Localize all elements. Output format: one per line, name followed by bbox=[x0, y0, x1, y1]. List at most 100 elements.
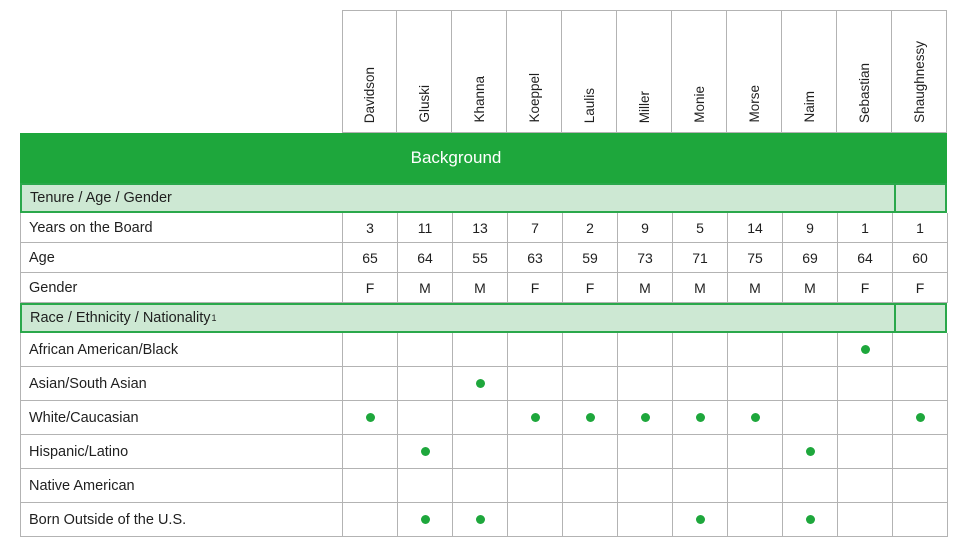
section-label: Tenure / Age / Gender bbox=[30, 190, 172, 206]
director-name: Monie bbox=[691, 86, 707, 123]
matrix-cell bbox=[453, 367, 508, 401]
value-cell: 1 bbox=[838, 213, 893, 243]
matrix-cell bbox=[398, 503, 453, 537]
matrix-cell bbox=[783, 503, 838, 537]
matrix-cell bbox=[728, 503, 783, 537]
column-header-monie: Monie bbox=[672, 10, 727, 133]
value-cell: 1 bbox=[893, 213, 948, 243]
matrix-cell bbox=[673, 435, 728, 469]
green-dot-icon bbox=[805, 447, 815, 456]
section-header-tenure-age-gender: Tenure / Age / Gender bbox=[20, 183, 947, 213]
value-cell: M bbox=[618, 273, 673, 303]
column-header-sebastian: Sebastian bbox=[837, 10, 892, 133]
matrix-cell bbox=[563, 401, 618, 435]
matrix-cell bbox=[343, 401, 398, 435]
value-cell: F bbox=[563, 273, 618, 303]
matrix-cell bbox=[398, 367, 453, 401]
matrix-cell bbox=[728, 367, 783, 401]
matrix-cell bbox=[618, 367, 673, 401]
matrix-cell bbox=[618, 503, 673, 537]
value-cell: 3 bbox=[343, 213, 398, 243]
value-cell: 69 bbox=[783, 243, 838, 273]
matrix-cell bbox=[673, 469, 728, 503]
matrix-cell bbox=[563, 503, 618, 537]
table-row-asian-south-asian: Asian/South Asian bbox=[20, 367, 948, 401]
value-cell: M bbox=[783, 273, 838, 303]
director-name: Sebastian bbox=[856, 62, 872, 123]
value-cell: M bbox=[453, 273, 508, 303]
matrix-cell bbox=[453, 333, 508, 367]
value-cell: F bbox=[508, 273, 563, 303]
matrix-cell bbox=[398, 435, 453, 469]
matrix-cell bbox=[398, 469, 453, 503]
green-dot-icon bbox=[805, 515, 815, 524]
matrix-cell bbox=[673, 367, 728, 401]
matrix-cell bbox=[783, 367, 838, 401]
matrix-cell bbox=[563, 435, 618, 469]
matrix-cell bbox=[838, 367, 893, 401]
matrix-cell bbox=[563, 367, 618, 401]
table-row-hispanic-latino: Hispanic/Latino bbox=[20, 435, 948, 469]
matrix-cell bbox=[618, 469, 673, 503]
column-header-gluski: Gluski bbox=[397, 10, 452, 133]
value-cell: 59 bbox=[563, 243, 618, 273]
value-cell: 2 bbox=[563, 213, 618, 243]
matrix-cell bbox=[398, 333, 453, 367]
matrix-cell bbox=[563, 333, 618, 367]
column-header-shaughnessy: Shaughnessy bbox=[892, 10, 947, 133]
value-cell: M bbox=[673, 273, 728, 303]
background-banner-row: Background bbox=[20, 133, 947, 183]
matrix-cell bbox=[508, 503, 563, 537]
green-dot-icon bbox=[420, 447, 430, 456]
table-row-gender: Gender F M M F F M M M M F F bbox=[20, 273, 948, 303]
director-header-row: Davidson Gluski Khanna Koeppel Laulis Mi… bbox=[20, 10, 947, 133]
matrix-cell bbox=[893, 469, 948, 503]
director-name: Naim bbox=[801, 91, 817, 123]
section-label-text: Race / Ethnicity / Nationality bbox=[30, 310, 211, 326]
matrix-cell bbox=[343, 469, 398, 503]
value-cell: 73 bbox=[618, 243, 673, 273]
row-label: White/Caucasian bbox=[21, 401, 343, 435]
matrix-cell bbox=[453, 435, 508, 469]
matrix-cell bbox=[508, 435, 563, 469]
value-cell: 64 bbox=[398, 243, 453, 273]
green-dot-icon bbox=[640, 413, 650, 422]
value-cell: 9 bbox=[783, 213, 838, 243]
matrix-cell bbox=[838, 401, 893, 435]
matrix-cell bbox=[453, 401, 508, 435]
matrix-cell bbox=[618, 435, 673, 469]
value-cell: 75 bbox=[728, 243, 783, 273]
footnote-marker: 1 bbox=[211, 312, 217, 323]
row-label: Native American bbox=[21, 469, 343, 503]
matrix-cell bbox=[838, 333, 893, 367]
background-banner-tail bbox=[892, 133, 947, 183]
matrix-cell bbox=[728, 333, 783, 367]
section-tail-cell bbox=[894, 305, 949, 331]
green-dot-icon bbox=[915, 413, 925, 422]
green-dot-icon bbox=[530, 413, 540, 422]
matrix-cell bbox=[673, 333, 728, 367]
table-row-age: Age 65 64 55 63 59 73 71 75 69 64 60 bbox=[20, 243, 948, 273]
green-dot-icon bbox=[475, 379, 485, 388]
value-cell: 9 bbox=[618, 213, 673, 243]
table-row-african-american-black: African American/Black bbox=[20, 333, 948, 367]
green-dot-icon bbox=[585, 413, 595, 422]
director-name: Gluski bbox=[416, 85, 432, 123]
matrix-cell bbox=[673, 401, 728, 435]
row-label: Age bbox=[21, 243, 343, 273]
matrix-cell bbox=[893, 367, 948, 401]
value-cell: 14 bbox=[728, 213, 783, 243]
green-dot-icon bbox=[695, 413, 705, 422]
matrix-cell bbox=[343, 333, 398, 367]
value-cell: 63 bbox=[508, 243, 563, 273]
corner-cell bbox=[20, 10, 342, 133]
matrix-cell bbox=[783, 401, 838, 435]
value-cell: 55 bbox=[453, 243, 508, 273]
green-dot-icon bbox=[750, 413, 760, 422]
matrix-cell bbox=[893, 333, 948, 367]
value-cell: F bbox=[838, 273, 893, 303]
row-label: Gender bbox=[21, 273, 343, 303]
matrix-cell bbox=[783, 333, 838, 367]
matrix-cell bbox=[343, 367, 398, 401]
matrix-cell bbox=[838, 435, 893, 469]
